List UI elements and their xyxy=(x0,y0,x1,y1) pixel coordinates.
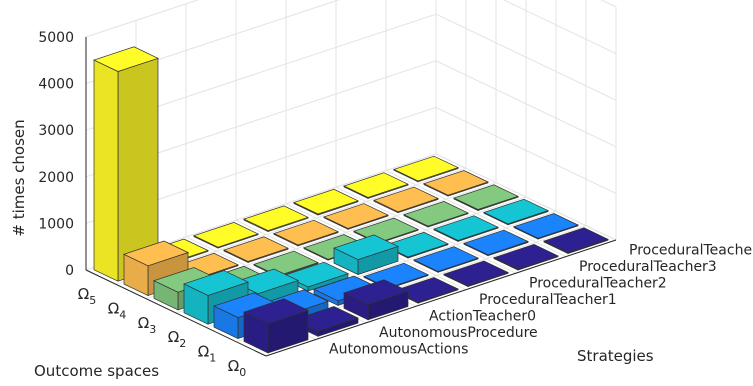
z-tick-label: 0 xyxy=(65,263,74,279)
bar-top xyxy=(493,244,559,270)
bar xyxy=(433,215,499,242)
bar xyxy=(493,244,559,271)
y-tick-label: Ω4 xyxy=(108,300,126,322)
bar-top xyxy=(393,155,459,182)
bar-top xyxy=(343,172,409,198)
y-axis-line xyxy=(85,269,267,357)
bar-top xyxy=(423,170,489,196)
bar-top xyxy=(343,279,409,305)
z-tick-label: 3000 xyxy=(38,123,74,139)
bar-top xyxy=(433,215,499,241)
x-tick-label: ProceduralTeacher1 xyxy=(479,292,617,308)
bar xyxy=(343,279,409,321)
bar xyxy=(403,201,469,228)
bar-top xyxy=(223,236,289,262)
x-axis-line xyxy=(265,239,617,357)
y-tick-label: Ω2 xyxy=(168,328,186,350)
bar-top xyxy=(273,219,339,246)
bar-top xyxy=(453,184,519,210)
z-tick-label: 2000 xyxy=(38,170,74,186)
z-tick-label: 5000 xyxy=(38,30,74,46)
bar-top xyxy=(373,186,439,213)
x-axis-label: Strategies xyxy=(577,347,654,365)
bar-top xyxy=(93,46,159,72)
bar xyxy=(393,155,459,183)
bar xyxy=(93,46,159,282)
bar xyxy=(373,186,439,214)
y-tick-label: Ω1 xyxy=(198,343,216,365)
bar xyxy=(293,188,359,216)
bar xyxy=(243,205,309,233)
bar-top xyxy=(483,198,549,225)
bar xyxy=(273,219,339,247)
bar-top xyxy=(413,246,479,272)
bar-top xyxy=(543,227,609,253)
bar-top xyxy=(293,188,359,215)
y-tick-label: Ω0 xyxy=(228,357,246,379)
bar xyxy=(443,260,509,288)
bar xyxy=(413,246,479,273)
bar-face xyxy=(93,59,119,282)
bar xyxy=(243,298,309,354)
z-axis-label: # times chosen xyxy=(10,119,28,236)
bar xyxy=(453,184,519,212)
bar xyxy=(333,234,399,276)
bar xyxy=(323,203,389,230)
x-tick-label: ActionTeacher0 xyxy=(429,309,536,325)
x-tick-label: ProceduralTeacher2 xyxy=(529,275,667,291)
bar-top xyxy=(323,203,389,229)
bar-top xyxy=(253,250,319,277)
bar xyxy=(463,229,529,257)
z-tick-label: 1000 xyxy=(38,216,74,232)
gridline xyxy=(85,0,200,38)
bar-top xyxy=(403,201,469,227)
bar-top xyxy=(243,205,309,231)
bar-top xyxy=(513,213,579,239)
x-tick-label: ProceduralTeacher3 xyxy=(579,259,717,275)
bar-top xyxy=(123,240,189,267)
x-tick-label: AutonomousActions xyxy=(329,342,468,358)
bar xyxy=(423,170,489,197)
x-tick-label: ProceduralTeacher4 xyxy=(629,242,753,258)
bar-top xyxy=(443,260,509,287)
bar xyxy=(483,198,549,226)
x-tick-label: AutonomousProcedure xyxy=(379,325,538,341)
bar xyxy=(543,227,609,255)
y-tick-label: Ω5 xyxy=(78,285,96,307)
bar xyxy=(513,213,579,240)
bars xyxy=(93,46,609,354)
bar xyxy=(253,250,319,278)
bar xyxy=(193,222,259,249)
z-tick-label: 4000 xyxy=(38,77,74,93)
bar xyxy=(223,236,289,263)
bar-top xyxy=(243,298,309,324)
labels: 0 1000 2000 3000 4000 5000 Ω0 Ω1 Ω2 Ω3 Ω4 Ω5 Autonom… xyxy=(38,30,753,379)
y-axis-label: Outcome spaces xyxy=(34,362,159,380)
bar-top xyxy=(183,270,249,296)
bar xyxy=(343,172,409,199)
y-tick-label: Ω3 xyxy=(138,314,156,336)
bar-top xyxy=(193,222,259,248)
bar-top xyxy=(463,229,529,256)
bar-top xyxy=(333,234,399,260)
